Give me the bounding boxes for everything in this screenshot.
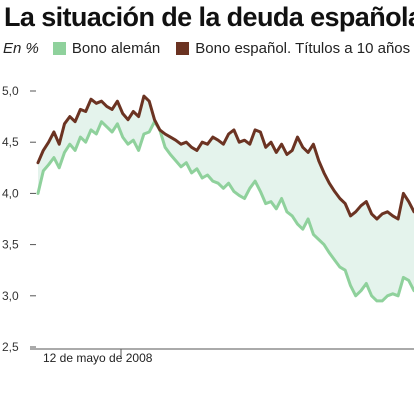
y-tick-label: 4,5 [2, 135, 19, 149]
unit-label: En % [3, 39, 39, 57]
x-annotation-label: 12 de mayo de 2008 [43, 351, 153, 365]
chart-title: La situación de la deuda española [4, 2, 414, 32]
legend-label-bono-aleman: Bono alemán [71, 39, 161, 57]
y-tick-label: 5,0 [2, 84, 19, 98]
series-line-bono-aleman [36, 120, 414, 303]
spread-fill [38, 96, 414, 301]
legend-swatch-bono-espanol [176, 41, 190, 55]
legend-item-bono-aleman: Bono alemán [52, 39, 161, 57]
y-tick-label: 3,0 [2, 289, 19, 303]
y-tick-label: 4,0 [2, 186, 19, 200]
spread-area [38, 96, 414, 301]
y-axis: 5,0 4,5 4,0 3,5 3,0 2,5 [2, 84, 36, 354]
y-tick-label: 2,5 [2, 340, 19, 354]
legend-label-bono-espanol: Bono español. Títulos a 10 años [195, 39, 411, 57]
legend-swatch-bono-aleman [52, 41, 66, 55]
series-line-bono-espanol [36, 94, 414, 221]
x-axis: 12 de mayo de 2008 [30, 348, 414, 365]
legend-item-bono-espanol: Bono español. Títulos a 10 años [176, 40, 410, 57]
y-tick-label: 3,5 [2, 238, 19, 252]
legend: En % Bono alemán Bono español. Títulos a… [3, 38, 414, 58]
series-lines [36, 94, 414, 303]
